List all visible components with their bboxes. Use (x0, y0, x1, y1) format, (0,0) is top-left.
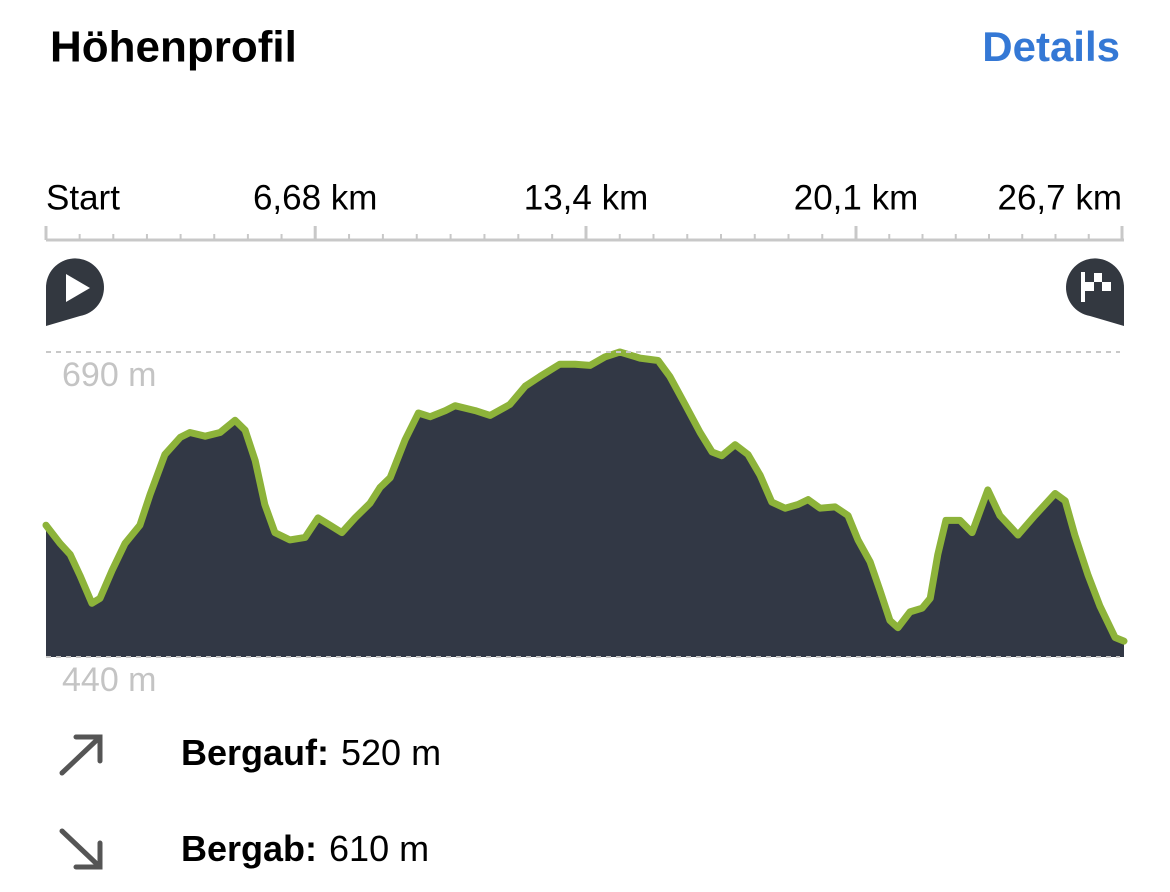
title: Höhenprofil (50, 23, 297, 72)
stat-label: Bergab: (181, 828, 317, 869)
stat-label: Bergauf: (181, 732, 329, 773)
stats: Bergauf: 520 m Bergab: 610 m (181, 732, 441, 869)
x-tick-label: 26,7 km (997, 178, 1122, 217)
stat-value: 610 m (329, 828, 429, 869)
elevation-line (42, 348, 1128, 645)
y-tick-label: 440 m (62, 661, 157, 699)
finish-icon (1066, 258, 1125, 326)
y-tick-label: 690 m (62, 356, 157, 394)
x-tick-label: 13,4 km (524, 178, 649, 217)
x-tick-label: 6,68 km (253, 178, 378, 217)
stat: Bergauf: 520 m (181, 732, 441, 773)
details-link[interactable]: Details (982, 23, 1120, 70)
uphill-icon (59, 734, 103, 776)
x-tick-label: Start (46, 178, 120, 217)
stat-value: 520 m (341, 732, 441, 773)
x-tick-label: 20,1 km (794, 178, 919, 217)
elevation-area (46, 352, 1124, 657)
start-icon (45, 258, 104, 326)
downhill-icon (59, 828, 103, 870)
stat: Bergab: 610 m (181, 828, 429, 869)
